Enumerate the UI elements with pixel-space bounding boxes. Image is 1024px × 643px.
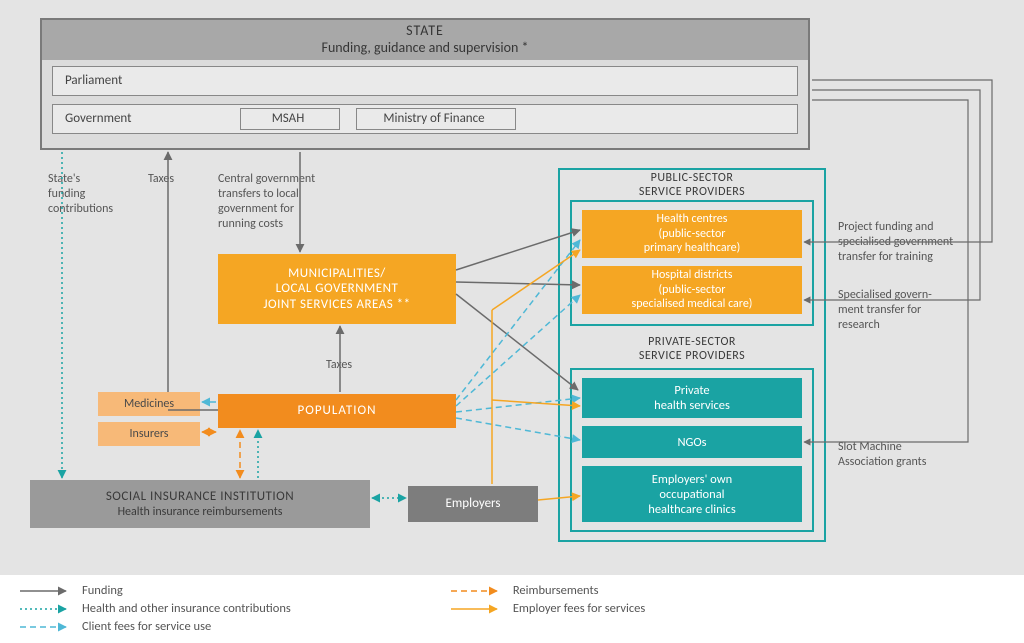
msah-box: MSAH xyxy=(240,108,340,130)
hospital-districts-label: Hospital districts (public-sector specia… xyxy=(632,268,753,311)
hospital-districts-box: Hospital districts (public-sector specia… xyxy=(582,266,802,314)
mof-box: Ministry of Finance xyxy=(356,108,516,130)
annot-taxes-mid: Taxes xyxy=(326,358,352,373)
annot-state-funding: State's funding contributions xyxy=(48,172,113,217)
annot-specialised-research: Specialised govern- ment transfer for re… xyxy=(838,288,932,333)
population-label: POPULATION xyxy=(298,403,377,419)
ngos-box: NGOs xyxy=(582,426,802,458)
public-group-title: PUBLIC-SECTOR SERVICE PROVIDERS xyxy=(570,172,814,200)
private-group-title: PRIVATE-SECTOR SERVICE PROVIDERS xyxy=(570,336,814,364)
legend-reimbursements-label: Reimbursements xyxy=(513,583,599,598)
insurers-box: Insurers xyxy=(98,422,200,446)
employers-clinics-label: Employers' own occupational healthcare c… xyxy=(648,472,735,517)
ngos-label: NGOs xyxy=(677,435,706,450)
health-centres-label: Health centres (public-sector primary he… xyxy=(644,212,740,255)
health-centres-box: Health centres (public-sector primary he… xyxy=(582,210,802,258)
legend-client-fees-label: Client fees for service use xyxy=(82,619,211,634)
medicines-label: Medicines xyxy=(124,397,174,411)
legend-funding-label: Funding xyxy=(82,583,123,598)
state-title: STATE Funding, guidance and supervision … xyxy=(42,20,808,60)
parliament-label: Parliament xyxy=(65,73,122,89)
insurers-label: Insurers xyxy=(130,427,169,441)
legend: Funding Health and other insurance contr… xyxy=(20,583,1004,634)
state-title-2: Funding, guidance and supervision * xyxy=(322,40,529,57)
government-label: Government xyxy=(65,111,132,127)
annot-taxes-top: Taxes xyxy=(148,172,174,187)
parliament-box: Parliament xyxy=(52,66,798,96)
municipalities-label: MUNICIPALITIES/ LOCAL GOVERNMENT JOINT S… xyxy=(263,266,410,313)
diagram-canvas: STATE Funding, guidance and supervision … xyxy=(0,0,1024,575)
employers-box: Employers xyxy=(408,486,538,522)
private-health-label: Private health services xyxy=(654,383,730,413)
legend-client-fees: Client fees for service use xyxy=(20,619,291,634)
annot-project-funding: Project funding and specialised governme… xyxy=(838,220,953,265)
msah-label: MSAH xyxy=(272,111,305,127)
legend-funding: Funding xyxy=(20,583,291,598)
municipalities-box: MUNICIPALITIES/ LOCAL GOVERNMENT JOINT S… xyxy=(218,254,456,324)
employers-clinics-box: Employers' own occupational healthcare c… xyxy=(582,466,802,522)
legend-employer-fees: Employer fees for services xyxy=(451,601,645,616)
employers-label: Employers xyxy=(446,496,501,512)
population-box: POPULATION xyxy=(218,394,456,428)
legend-employer-fees-label: Employer fees for services xyxy=(513,601,645,616)
legend-health-contrib-label: Health and other insurance contributions xyxy=(82,601,291,616)
sii-box: SOCIAL INSURANCE INSTITUTION Health insu… xyxy=(30,480,370,528)
sii-sub: Health insurance reimbursements xyxy=(118,505,283,519)
legend-health-contrib: Health and other insurance contributions xyxy=(20,601,291,616)
legend-reimbursements: Reimbursements xyxy=(451,583,645,598)
private-health-box: Private health services xyxy=(582,378,802,418)
state-title-1: STATE xyxy=(406,23,444,40)
sii-title: SOCIAL INSURANCE INSTITUTION xyxy=(106,489,294,505)
annot-central-transfers: Central government transfers to local go… xyxy=(218,172,315,232)
medicines-box: Medicines xyxy=(98,392,200,416)
annot-slot-machine: Slot Machine Association grants xyxy=(838,440,926,470)
mof-label: Ministry of Finance xyxy=(383,111,484,127)
